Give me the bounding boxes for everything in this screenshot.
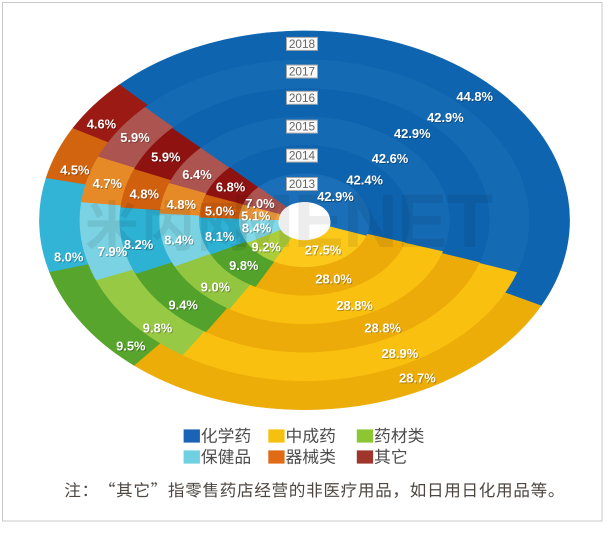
svg-text:28.7%: 28.7% bbox=[400, 371, 437, 386]
svg-text:4.8%: 4.8% bbox=[167, 197, 197, 212]
svg-text:9.8%: 9.8% bbox=[143, 320, 173, 335]
svg-text:MENET: MENET bbox=[231, 179, 493, 264]
svg-text:27.5%: 27.5% bbox=[305, 243, 342, 258]
svg-text:42.9%: 42.9% bbox=[395, 127, 432, 142]
svg-text:9.8%: 9.8% bbox=[144, 321, 174, 336]
svg-text:5.9%: 5.9% bbox=[151, 150, 181, 165]
svg-text:28.9%: 28.9% bbox=[382, 346, 419, 361]
svg-text:27.5%: 27.5% bbox=[306, 244, 343, 259]
svg-text:28.8%: 28.8% bbox=[365, 321, 402, 336]
svg-text:7.9%: 7.9% bbox=[98, 244, 128, 259]
svg-text:7.9%: 7.9% bbox=[99, 245, 129, 260]
svg-text:42.9%: 42.9% bbox=[428, 111, 465, 126]
svg-text:42.9%: 42.9% bbox=[394, 126, 431, 141]
svg-text:2013: 2013 bbox=[289, 177, 316, 191]
svg-text:6.4%: 6.4% bbox=[183, 168, 213, 183]
svg-text:5.9%: 5.9% bbox=[152, 151, 182, 166]
svg-text:8.2%: 8.2% bbox=[124, 237, 154, 252]
svg-text:2016: 2016 bbox=[289, 91, 316, 105]
svg-text:4.6%: 4.6% bbox=[87, 117, 117, 132]
svg-text:28.8%: 28.8% bbox=[336, 298, 373, 313]
svg-text:42.4%: 42.4% bbox=[347, 173, 384, 188]
svg-text:44.8%: 44.8% bbox=[456, 89, 493, 104]
svg-text:44.8%: 44.8% bbox=[457, 90, 494, 105]
svg-text:4.7%: 4.7% bbox=[93, 176, 123, 191]
svg-text:7.0%: 7.0% bbox=[246, 197, 276, 212]
svg-text:4.5%: 4.5% bbox=[61, 164, 91, 179]
svg-text:42.6%: 42.6% bbox=[373, 152, 410, 167]
svg-text:9.2%: 9.2% bbox=[252, 240, 282, 255]
svg-text:9.8%: 9.8% bbox=[230, 259, 260, 274]
svg-text:9.4%: 9.4% bbox=[169, 299, 199, 314]
svg-text:8.4%: 8.4% bbox=[243, 222, 273, 237]
svg-text:9.8%: 9.8% bbox=[229, 258, 259, 273]
svg-text:28.9%: 28.9% bbox=[383, 347, 420, 362]
svg-text:8.0%: 8.0% bbox=[54, 250, 84, 265]
svg-text:8.4%: 8.4% bbox=[164, 233, 194, 248]
svg-text:7.0%: 7.0% bbox=[245, 196, 275, 211]
svg-text:6.4%: 6.4% bbox=[182, 167, 212, 182]
svg-text:8.4%: 8.4% bbox=[165, 233, 195, 248]
svg-text:8.4%: 8.4% bbox=[242, 221, 272, 236]
svg-text:5.1%: 5.1% bbox=[242, 209, 272, 224]
svg-text:8.2%: 8.2% bbox=[125, 238, 155, 253]
svg-text:4.8%: 4.8% bbox=[168, 198, 198, 213]
svg-text:9.0%: 9.0% bbox=[202, 280, 232, 295]
svg-text:8.1%: 8.1% bbox=[205, 229, 235, 244]
svg-text:2017: 2017 bbox=[289, 65, 315, 79]
svg-text:6.8%: 6.8% bbox=[216, 179, 246, 194]
svg-text:6.8%: 6.8% bbox=[217, 180, 247, 195]
svg-text:28.8%: 28.8% bbox=[337, 299, 374, 314]
svg-text:8.1%: 8.1% bbox=[206, 230, 236, 245]
svg-text:4.5%: 4.5% bbox=[60, 163, 90, 178]
svg-text:9.4%: 9.4% bbox=[169, 298, 199, 313]
svg-text:5.0%: 5.0% bbox=[206, 204, 236, 219]
svg-text:9.2%: 9.2% bbox=[252, 241, 282, 256]
svg-text:42.9%: 42.9% bbox=[318, 190, 355, 205]
svg-text:42.9%: 42.9% bbox=[427, 110, 464, 125]
svg-text:4.8%: 4.8% bbox=[131, 187, 161, 202]
svg-text:28.0%: 28.0% bbox=[315, 272, 352, 287]
svg-text:9.5%: 9.5% bbox=[116, 339, 146, 354]
svg-text:42.9%: 42.9% bbox=[317, 189, 354, 204]
svg-text:4.6%: 4.6% bbox=[88, 118, 118, 133]
svg-text:42.6%: 42.6% bbox=[372, 151, 409, 166]
svg-text:9.5%: 9.5% bbox=[117, 339, 147, 354]
svg-text:9.0%: 9.0% bbox=[201, 280, 231, 295]
svg-text:28.7%: 28.7% bbox=[399, 370, 436, 385]
svg-text:5.1%: 5.1% bbox=[241, 208, 271, 223]
svg-text:5.9%: 5.9% bbox=[121, 131, 151, 146]
svg-text:4.7%: 4.7% bbox=[94, 177, 124, 192]
svg-text:28.0%: 28.0% bbox=[316, 273, 353, 288]
svg-text:2015: 2015 bbox=[289, 120, 316, 134]
svg-text:5.9%: 5.9% bbox=[120, 130, 150, 145]
svg-text:2014: 2014 bbox=[289, 149, 316, 163]
svg-text:28.8%: 28.8% bbox=[364, 320, 401, 335]
svg-text:8.0%: 8.0% bbox=[55, 251, 85, 266]
svg-text:4.8%: 4.8% bbox=[130, 187, 160, 202]
svg-text:5.0%: 5.0% bbox=[205, 203, 235, 218]
svg-text:2018: 2018 bbox=[289, 37, 316, 51]
svg-text:42.4%: 42.4% bbox=[346, 172, 383, 187]
